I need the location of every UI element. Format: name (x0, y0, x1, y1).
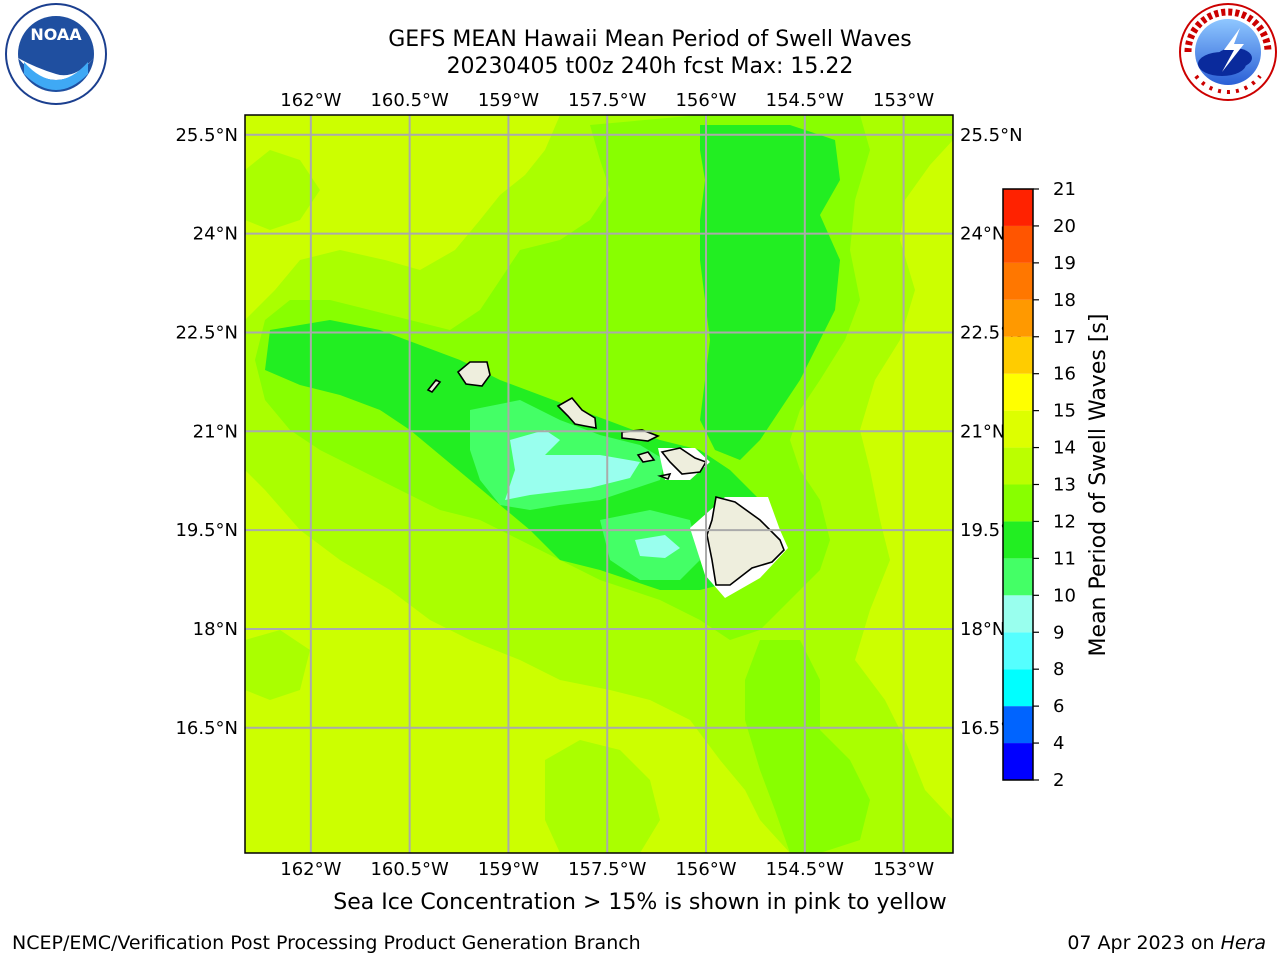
colorbar-segment (1003, 373, 1033, 411)
colorbar-segment (1003, 484, 1033, 522)
lat-tick-label-right: 18°N (960, 619, 1005, 640)
colorbar-tick-label: 20 (1053, 216, 1076, 237)
island-niihau (426, 378, 442, 394)
lat-tick-label-left: 21°N (193, 421, 238, 442)
colorbar-tick-label: 6 (1053, 696, 1064, 717)
map-frame (244, 114, 954, 854)
colorbar-label: Mean Period of Swell Waves [s] (1086, 314, 1111, 657)
colorbar-tick-label: 17 (1053, 327, 1076, 348)
lon-tick-label-bottom: 156°W (675, 859, 736, 880)
longitude-labels-bottom: 162°W 160.5°W 159°W 157.5°W 156°W 154.5°W 153°… (280, 859, 934, 880)
colorbar-segment (1003, 299, 1033, 337)
colorbar-segment (1003, 447, 1033, 485)
colorbar-tick-label: 14 (1053, 438, 1076, 459)
colorbar-tick-label: 12 (1053, 511, 1076, 532)
colorbar: 2 4 6 8 9 10 11 12 13 14 15 16 17 18 19 20 21 (1002, 179, 1076, 791)
colorbar-segment (1003, 189, 1033, 226)
colorbar-tick-label: 21 (1053, 179, 1076, 200)
colorbar-tick-label: 11 (1053, 548, 1076, 569)
sea-ice-note: Sea Ice Concentration > 15% is shown in … (333, 890, 947, 915)
map-title: GEFS MEAN Hawaii Mean Period of Swell Wa… (388, 27, 912, 52)
noaa-logo: NOAA (4, 2, 108, 110)
map-area (245, 115, 953, 853)
lon-tick-label-bottom: 153°W (873, 859, 934, 880)
map-forecast-subtitle: 20230405 t00z 240h fcst Max: 15.22 (446, 54, 854, 79)
lon-tick-label-bottom: 160.5°W (370, 859, 449, 880)
lat-tick-label-left: 16.5°N (175, 718, 238, 739)
footer-host: Hera (1220, 932, 1266, 954)
lat-tick-label-left: 19.5°N (175, 520, 238, 541)
lat-tick-label-right: 25.5°N (960, 125, 1023, 146)
colorbar-segment (1003, 558, 1033, 596)
colorbar-tick-label: 4 (1053, 733, 1064, 754)
lat-tick-label-right: 21°N (960, 421, 1005, 442)
contour-9-10-east (635, 535, 680, 558)
lon-tick-label-top: 162°W (280, 90, 341, 111)
colorbar-segment (1003, 743, 1033, 780)
island-maui (660, 447, 708, 475)
contour-12-13-south (745, 640, 870, 853)
colorbar-tick-label: 18 (1053, 290, 1076, 311)
lon-tick-label-top: 160.5°W (370, 90, 449, 111)
colorbar-tick-label: 2 (1053, 770, 1064, 791)
colorbar-tick-label: 15 (1053, 401, 1076, 422)
longitude-labels-top: 162°W 160.5°W 159°W 157.5°W 156°W 154.5°W 153°… (280, 90, 934, 111)
lon-tick-label-top: 153°W (873, 90, 934, 111)
footer-date-text: 07 Apr 2023 on (1067, 932, 1221, 954)
footer-date: 07 Apr 2023 on Hera (1067, 932, 1266, 954)
island-lanai (636, 451, 656, 463)
lon-tick-label-top: 157.5°W (568, 90, 647, 111)
contour-13-14-southwest (245, 630, 310, 700)
colorbar-segment (1003, 521, 1033, 559)
contour-13-14-west (245, 150, 320, 230)
colorbar-segment (1003, 225, 1033, 263)
lat-tick-label-left: 25.5°N (175, 125, 238, 146)
lon-tick-label-bottom: 159°W (478, 859, 539, 880)
island-kahoolawe (657, 472, 672, 481)
land-masses (426, 361, 788, 598)
colorbar-segment (1003, 669, 1033, 707)
lon-tick-label-top: 159°W (478, 90, 539, 111)
colorbar-tick-label: 10 (1053, 585, 1076, 606)
lat-tick-label-left: 18°N (193, 619, 238, 640)
island-oahu (556, 396, 597, 429)
map-gridlines (245, 115, 953, 853)
colorbar-tick-label: 19 (1053, 253, 1076, 274)
colorbar-segment (1003, 706, 1033, 744)
contour-13-14-south (545, 740, 660, 853)
noaa-logo-text: NOAA (30, 25, 82, 44)
colorbar-segment (1003, 410, 1033, 448)
colorbar-segment (1003, 632, 1033, 670)
lat-tick-label-left: 22.5°N (175, 322, 238, 343)
lon-tick-label-top: 154.5°W (766, 90, 845, 111)
nws-logo (1178, 2, 1278, 106)
lat-tick-label-left: 24°N (193, 224, 238, 245)
island-kauai (456, 361, 491, 387)
colorbar-tick-label: 9 (1053, 622, 1064, 643)
colorbar-segment (1003, 336, 1033, 374)
lon-tick-label-bottom: 162°W (280, 859, 341, 880)
footer-credit: NCEP/EMC/Verification Post Processing Pr… (12, 932, 641, 954)
colorbar-segment (1003, 262, 1033, 300)
lon-tick-label-bottom: 154.5°W (766, 859, 845, 880)
lon-tick-label-bottom: 157.5°W (568, 859, 647, 880)
colorbar-tick-label: 8 (1053, 659, 1064, 680)
colorbar-tick-label: 16 (1053, 364, 1076, 385)
lon-tick-label-top: 156°W (675, 90, 736, 111)
colorbar-segment (1003, 595, 1033, 633)
latitude-labels-left: 25.5°N 24°N 22.5°N 21°N 19.5°N 18°N 16.5°N (175, 125, 238, 739)
lat-tick-label-right: 24°N (960, 224, 1005, 245)
colorbar-tick-label: 13 (1053, 475, 1076, 496)
